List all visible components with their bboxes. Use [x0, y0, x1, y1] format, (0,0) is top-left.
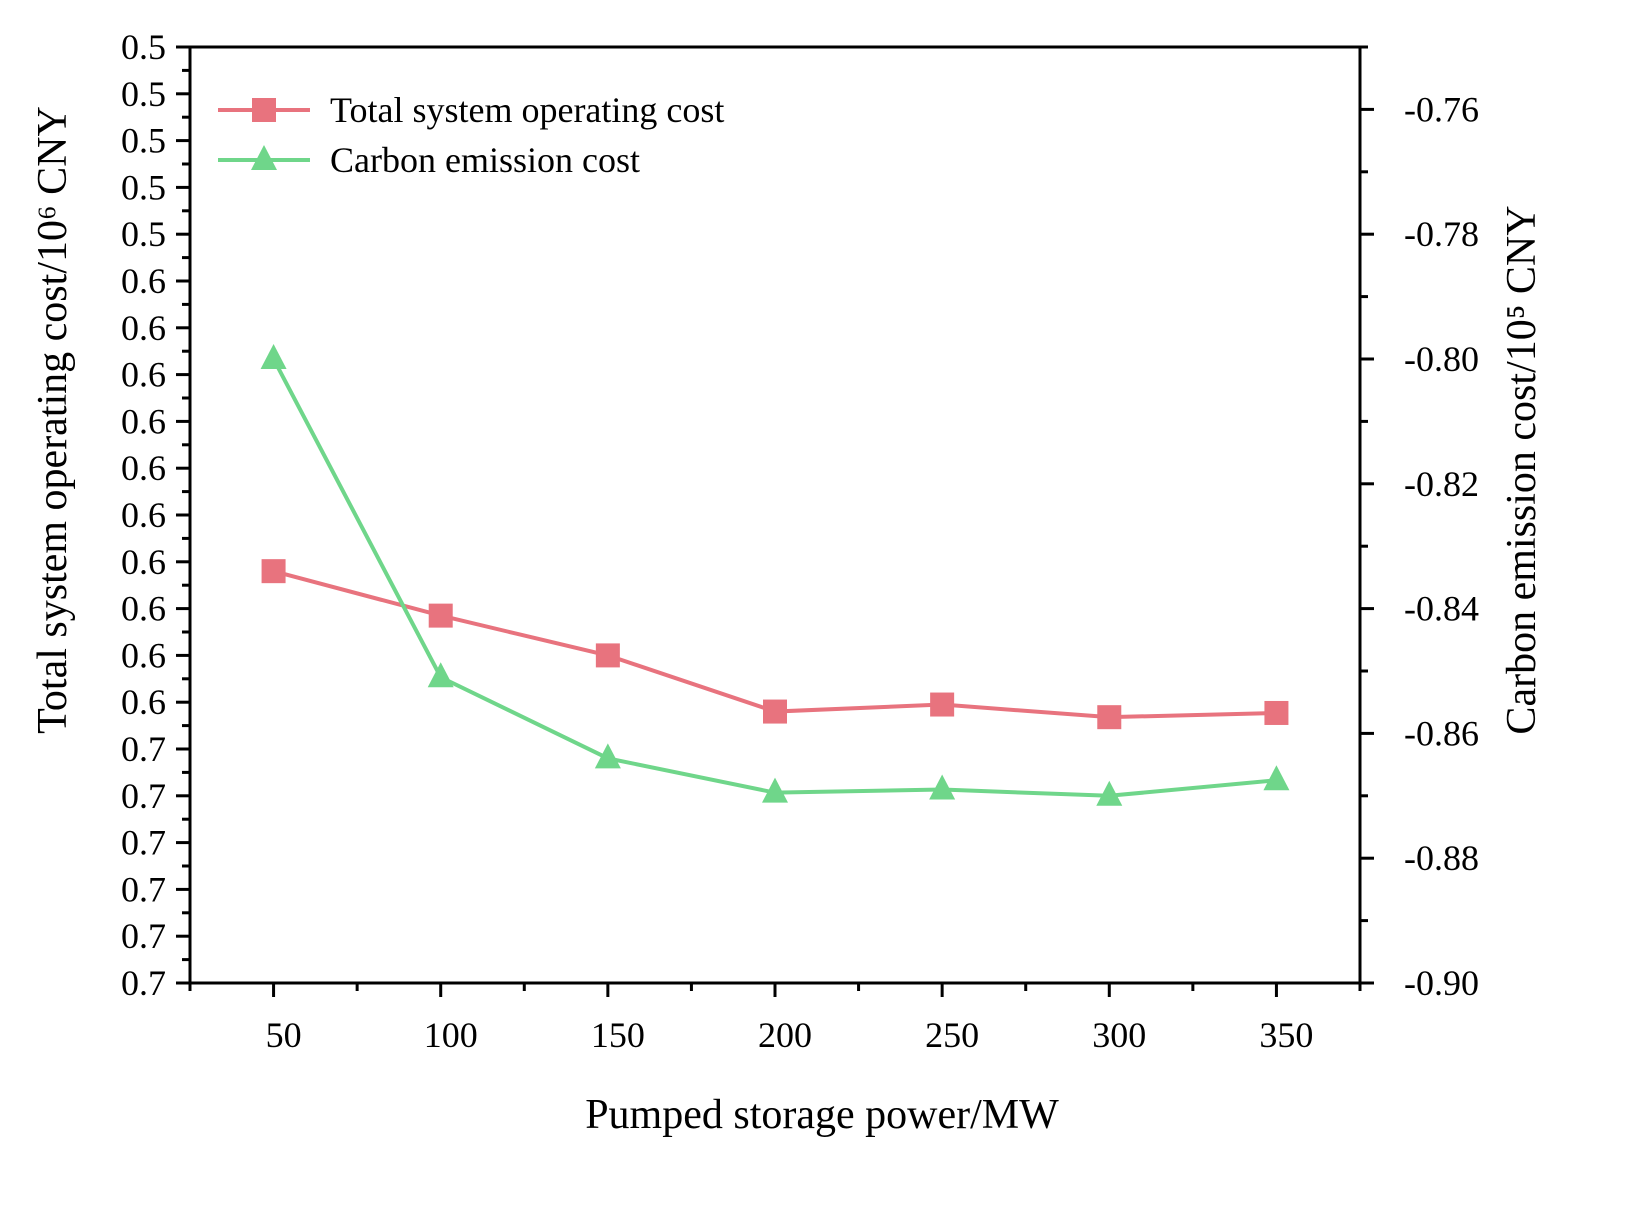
- left-tick-label: 0.5: [121, 27, 166, 67]
- data-point-square: [261, 559, 286, 584]
- x-tick-label: 200: [758, 1015, 812, 1055]
- x-axis-ticks: 50 100 150 200 250 300 350: [188, 983, 1362, 1055]
- data-point-square: [428, 603, 453, 628]
- right-axis-ticks: -0.76 -0.78 -0.80 -0.82 -0.84 -0.86 -0.88 -0.90: [1360, 45, 1479, 1003]
- left-tick-label: 0.7: [121, 729, 166, 769]
- left-tick-label: 0.5: [121, 74, 166, 114]
- right-tick-label: -0.76: [1404, 89, 1479, 129]
- x-tick-label: 350: [1259, 1015, 1313, 1055]
- data-point-square: [1264, 700, 1289, 725]
- data-point-triangle: [929, 774, 956, 800]
- left-tick-label: 0.6: [121, 401, 166, 441]
- left-tick-label: 0.5: [121, 167, 166, 207]
- left-axis-title: Total system operating cost/10⁶ CNY: [30, 106, 76, 734]
- left-tick-label: 0.6: [121, 635, 166, 675]
- legend-marker-carbon-cost: [251, 145, 277, 170]
- x-tick-label: 50: [266, 1015, 302, 1055]
- left-tick-label: 0.6: [121, 495, 166, 535]
- right-tick-label: -0.78: [1404, 214, 1479, 254]
- data-point-square: [1097, 705, 1122, 730]
- left-tick-label: 0.6: [121, 261, 166, 301]
- left-tick-label: 0.5: [121, 121, 166, 161]
- data-point-triangle: [260, 344, 287, 369]
- left-axis-ticks: 0.7 0.7 0.7 0.7 0.7 0.7 0.6 0.6 0.6 0.6 0.6 0.6 0.6 0…: [121, 27, 190, 1003]
- axes-group: [188, 45, 1362, 985]
- data-point-triangle: [1263, 765, 1290, 791]
- legend: Total system operating cost Carbon emiss…: [218, 90, 724, 180]
- x-tick-label: 300: [1092, 1015, 1146, 1055]
- legend-label-carbon-cost: Carbon emission cost: [330, 140, 640, 180]
- x-axis-title: Pumped storage power/MW: [585, 1092, 1059, 1138]
- left-tick-label: 0.7: [121, 776, 166, 816]
- data-point-square: [930, 692, 955, 717]
- data-point-square: [763, 699, 787, 724]
- x-tick-label: 100: [424, 1015, 478, 1055]
- plot-frame: [188, 45, 1362, 985]
- right-tick-label: -0.84: [1404, 589, 1479, 629]
- data-point-triangle: [1096, 780, 1123, 806]
- left-tick-label: 0.6: [121, 542, 166, 582]
- left-tick-label: 0.6: [121, 682, 166, 722]
- left-tick-label: 0.6: [121, 308, 166, 348]
- left-tick-label: 0.6: [121, 448, 166, 488]
- left-tick-label: 0.7: [121, 869, 166, 909]
- left-tick-label: 0.6: [121, 355, 166, 395]
- right-axis-title: Carbon emission cost/10⁵ CNY: [1499, 205, 1545, 734]
- right-tick-label: -0.80: [1404, 339, 1479, 379]
- right-tick-label: -0.86: [1404, 713, 1479, 753]
- data-point-square: [595, 643, 620, 668]
- data-point-triangle: [594, 743, 621, 769]
- legend-marker-total-cost: [252, 98, 276, 122]
- left-tick-label: 0.7: [121, 823, 166, 863]
- left-tick-label: 0.7: [121, 916, 166, 956]
- x-tick-label: 150: [591, 1015, 645, 1055]
- data-point-triangle: [427, 662, 454, 688]
- left-tick-label: 0.7: [121, 963, 166, 1003]
- series-line-1: [271, 358, 1277, 798]
- x-tick-label: 250: [925, 1015, 979, 1055]
- left-tick-label: 0.5: [121, 214, 166, 254]
- left-tick-label: 0.6: [121, 589, 166, 629]
- right-tick-label: -0.90: [1404, 963, 1479, 1003]
- right-tick-label: -0.82: [1404, 464, 1479, 504]
- series-layer: [260, 344, 1290, 806]
- data-point-triangle: [762, 777, 788, 803]
- legend-label-total-cost: Total system operating cost: [330, 90, 724, 130]
- right-tick-label: -0.88: [1404, 838, 1479, 878]
